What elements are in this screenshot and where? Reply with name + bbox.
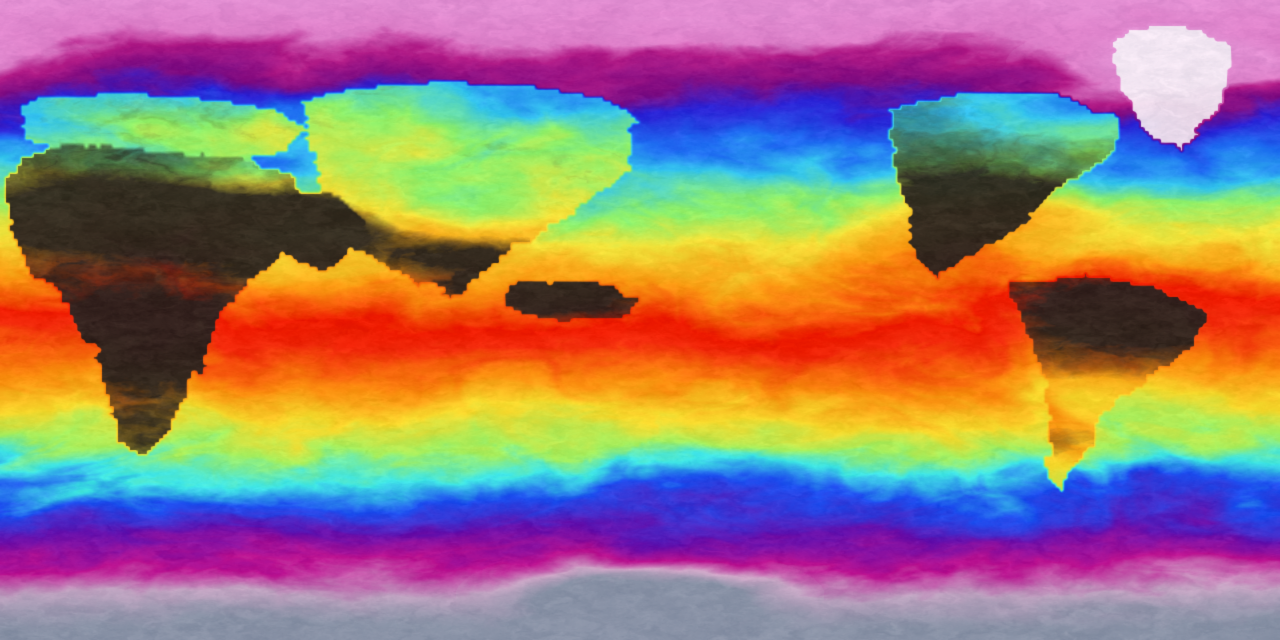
temperature-map-viewport xyxy=(0,0,1280,640)
global-temperature-heatmap xyxy=(0,0,1280,640)
